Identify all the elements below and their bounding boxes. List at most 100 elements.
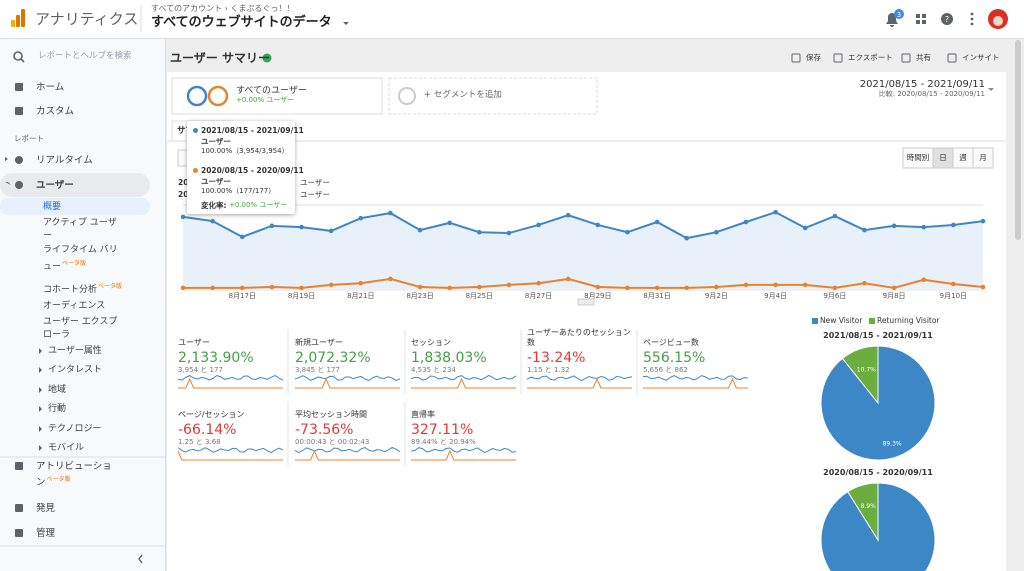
- data-point[interactable]: [862, 280, 867, 286]
- data-point[interactable]: [328, 228, 334, 234]
- pie-slice[interactable]: [841, 345, 879, 405]
- data-point[interactable]: [417, 227, 423, 233]
- nav-item[interactable]: 行動: [48, 403, 130, 416]
- data-point[interactable]: [180, 285, 186, 291]
- action-button[interactable]: 共有: [916, 53, 931, 62]
- help-icon[interactable]: [941, 13, 953, 25]
- apps-icon[interactable]: [922, 20, 926, 24]
- data-point[interactable]: [743, 219, 749, 225]
- nav-item[interactable]: 概要: [43, 201, 125, 214]
- data-point[interactable]: [210, 285, 215, 291]
- data-point[interactable]: [625, 285, 630, 291]
- search-field[interactable]: レポートとヘルプを検索: [38, 51, 132, 61]
- action-button[interactable]: エクスポート: [848, 53, 893, 62]
- data-point[interactable]: [210, 218, 215, 224]
- data-point[interactable]: [269, 284, 275, 290]
- data-point[interactable]: [802, 282, 808, 288]
- data-point[interactable]: [269, 223, 275, 229]
- menu-dot[interactable]: [970, 22, 974, 26]
- resize-grip[interactable]: [577, 298, 595, 306]
- data-point[interactable]: [358, 215, 364, 221]
- data-point[interactable]: [921, 224, 927, 230]
- pie-slice[interactable]: [820, 345, 936, 461]
- nav-item[interactable]: モバイル: [48, 442, 130, 455]
- data-point[interactable]: [802, 225, 808, 231]
- date-range[interactable]: 2021/08/15 - 2021/09/11: [859, 79, 985, 90]
- data-point[interactable]: [476, 284, 482, 290]
- data-point[interactable]: [891, 223, 897, 229]
- data-point[interactable]: [565, 212, 571, 218]
- data-point[interactable]: [417, 284, 423, 290]
- action-button[interactable]: インサイト: [962, 53, 1000, 62]
- pie-slice[interactable]: [820, 482, 936, 571]
- data-point[interactable]: [743, 282, 749, 288]
- nav-item[interactable]: ライフタイム バリューベータ版: [43, 244, 125, 274]
- data-point[interactable]: [565, 276, 571, 282]
- data-point[interactable]: [654, 219, 660, 225]
- data-point[interactable]: [506, 282, 512, 288]
- nav-item[interactable]: テクノロジー: [48, 423, 130, 436]
- data-point[interactable]: [980, 284, 986, 290]
- data-point[interactable]: [239, 234, 245, 240]
- data-point[interactable]: [773, 209, 778, 215]
- data-point[interactable]: [447, 220, 452, 226]
- nav-item[interactable]: 発見: [36, 502, 118, 515]
- menu-dot[interactable]: [970, 12, 974, 16]
- action-button[interactable]: 保存: [806, 53, 821, 62]
- nav-item[interactable]: カスタム: [36, 105, 118, 118]
- data-point[interactable]: [832, 285, 838, 291]
- data-point[interactable]: [951, 222, 956, 228]
- data-point[interactable]: [773, 282, 778, 288]
- collapse-arrow[interactable]: [138, 554, 143, 564]
- data-point[interactable]: [714, 284, 719, 290]
- data-point[interactable]: [625, 229, 630, 235]
- nav-item[interactable]: リアルタイム: [36, 154, 118, 167]
- nav-item[interactable]: コホート分析ベータ版: [43, 280, 125, 297]
- add-segment[interactable]: + セグメントを追加: [424, 90, 502, 100]
- apps-icon[interactable]: [916, 20, 920, 24]
- data-point[interactable]: [714, 229, 719, 235]
- nav-item[interactable]: ホーム: [36, 81, 118, 94]
- data-point[interactable]: [239, 285, 245, 291]
- data-point[interactable]: [654, 285, 660, 291]
- data-point[interactable]: [299, 285, 304, 291]
- nav-item[interactable]: オーディエンス: [43, 300, 125, 313]
- nav-item[interactable]: ユーザー: [36, 179, 118, 192]
- view-selector[interactable]: すべてのウェブサイトのデータ: [151, 15, 332, 30]
- scrollbar[interactable]: [1015, 40, 1021, 240]
- apps-icon[interactable]: [916, 14, 920, 18]
- nav-item[interactable]: 管理: [36, 527, 118, 540]
- data-point[interactable]: [951, 281, 956, 287]
- data-point[interactable]: [921, 277, 927, 283]
- data-point[interactable]: [862, 227, 867, 233]
- data-point[interactable]: [328, 282, 334, 288]
- data-point[interactable]: [684, 285, 690, 291]
- data-point[interactable]: [388, 210, 393, 216]
- data-point[interactable]: [447, 285, 452, 291]
- add-segment-box[interactable]: [388, 77, 598, 115]
- nav-item[interactable]: インタレスト: [48, 364, 130, 377]
- data-point[interactable]: [595, 222, 601, 228]
- data-point[interactable]: [536, 222, 541, 228]
- data-point[interactable]: [684, 235, 690, 241]
- data-point[interactable]: [476, 229, 482, 235]
- data-point[interactable]: [536, 280, 541, 286]
- data-point[interactable]: [358, 280, 364, 286]
- menu-dot[interactable]: [970, 17, 974, 21]
- nav-item[interactable]: ユーザー エクスプローラ: [43, 316, 125, 342]
- data-point[interactable]: [832, 213, 838, 219]
- pie-slice[interactable]: [847, 482, 879, 542]
- data-point[interactable]: [506, 230, 512, 236]
- nav-item[interactable]: 地域: [48, 384, 130, 397]
- apps-icon[interactable]: [922, 14, 926, 18]
- nav-item[interactable]: ユーザー属性: [48, 345, 130, 358]
- data-point[interactable]: [980, 218, 986, 224]
- granularity-button[interactable]: [972, 147, 994, 169]
- data-point[interactable]: [299, 224, 304, 230]
- data-point[interactable]: [595, 284, 601, 290]
- data-point[interactable]: [180, 214, 186, 220]
- nav-item[interactable]: アクティブ ユーザー: [43, 217, 125, 243]
- nav-item[interactable]: アトリビューションベータ版: [36, 460, 118, 489]
- data-point[interactable]: [388, 276, 393, 282]
- data-point[interactable]: [891, 285, 897, 291]
